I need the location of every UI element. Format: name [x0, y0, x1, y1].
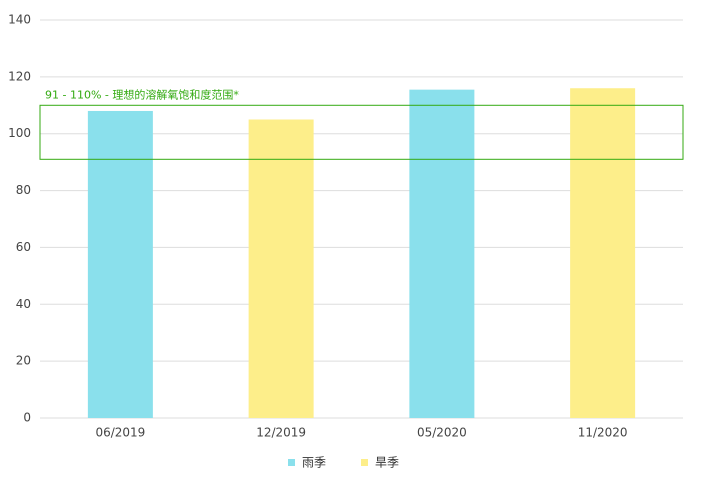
bar [570, 88, 636, 418]
legend-label: 旱季 [375, 456, 399, 470]
y-tick-label: 120 [8, 69, 31, 83]
x-tick-label: 11/2020 [578, 426, 628, 440]
bar [248, 119, 314, 418]
legend-swatch [288, 459, 295, 466]
band-label: 91 - 110% - 理想的溶解氧饱和度范围* [45, 87, 239, 101]
x-tick-label: 06/2019 [95, 426, 145, 440]
x-tick-label: 12/2019 [256, 426, 306, 440]
y-tick-label: 60 [16, 240, 31, 254]
legend-swatch [361, 459, 368, 466]
y-tick-label: 40 [16, 297, 31, 311]
bar [409, 89, 475, 419]
y-tick-label: 100 [8, 126, 31, 140]
legend-label: 雨季 [302, 456, 326, 470]
y-tick-label: 140 [8, 13, 31, 27]
y-tick-label: 80 [16, 183, 31, 197]
x-tick-label: 05/2020 [417, 426, 467, 440]
y-tick-label: 0 [23, 411, 31, 425]
target-band [39, 104, 684, 160]
y-tick-label: 20 [16, 354, 31, 368]
bar [87, 110, 153, 418]
